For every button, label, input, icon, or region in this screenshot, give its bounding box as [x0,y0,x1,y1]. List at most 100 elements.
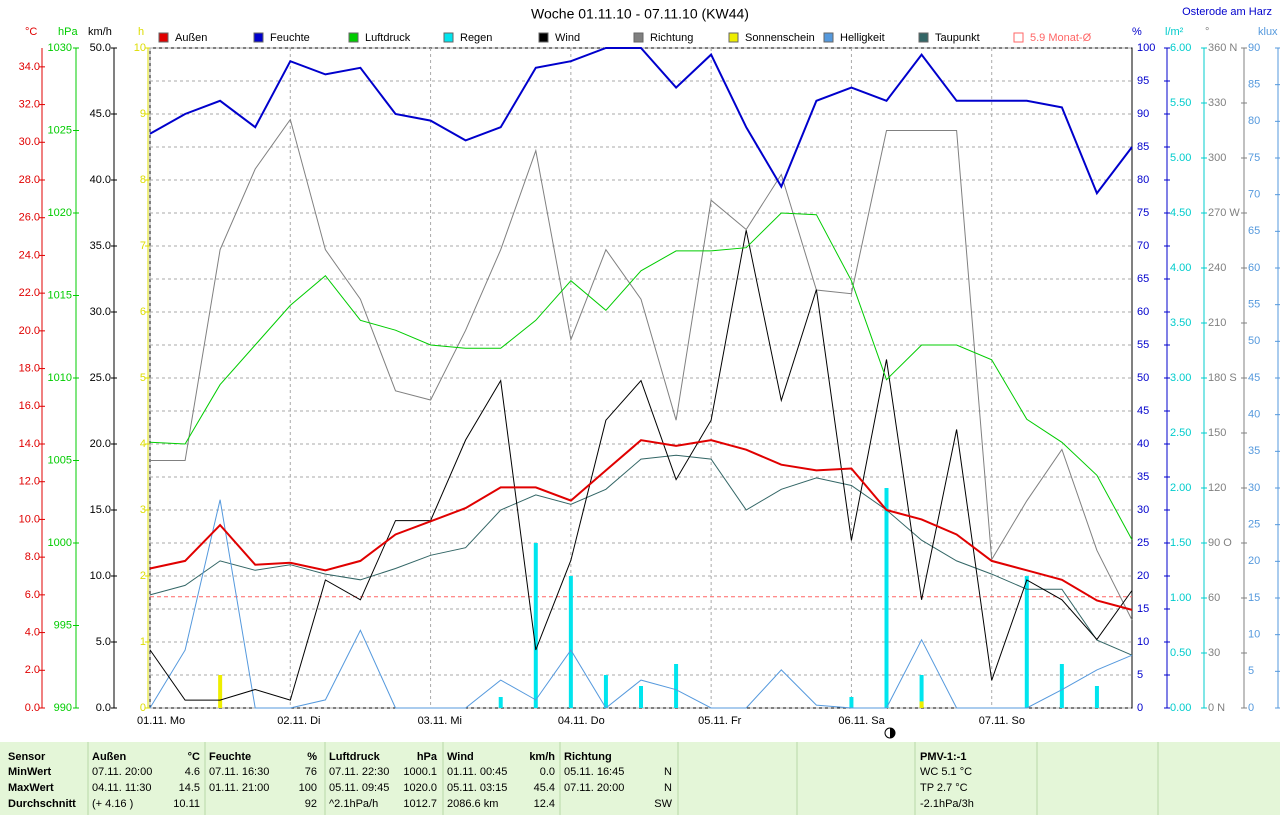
axis-header: h [138,26,144,38]
x-tick-label: 06.11. Sa [838,715,885,727]
y-tick-label: 150 [1208,427,1226,439]
legend-marker [253,32,264,43]
y-tick-label: 90 [1137,108,1149,120]
y-tick-label: 80 [1248,115,1260,127]
y-tick-label: 20.0 [90,438,111,450]
y-tick-label: 70 [1248,189,1260,201]
y-tick-label: 210 [1208,317,1226,329]
x-tick-label: 02.11. Di [277,715,320,727]
legend-marker [633,32,644,43]
series-line [150,118,1133,621]
y-tick-label: 14.0 [19,438,40,450]
y-tick-label: 10 [1137,636,1149,648]
bar [919,675,924,708]
bar [603,675,608,708]
y-tick-label: 65 [1137,273,1149,285]
y-tick-label: 80 [1137,174,1149,186]
legend-label: Feuchte [270,32,310,44]
table-cell: 01.11. 00:45 [447,766,507,778]
table-cell: 2086.6 km [447,798,498,810]
stats-table [0,742,1280,815]
table-cell: 01.11. 21:00 [209,782,269,794]
y-tick-label: 55 [1248,299,1260,311]
y-tick-label: 50 [1137,372,1149,384]
y-tick-label: 300 [1208,152,1226,164]
y-tick-label: 90 [1248,42,1260,54]
y-tick-label: 5 [1137,669,1143,681]
table-cell: 05.11. 03:15 [447,782,507,794]
legend-label: 5.9 Monat-Ø [1030,32,1092,44]
axis-header: l/m² [1165,26,1184,38]
table-cell: 76 [305,766,317,778]
legend-marker [918,32,929,43]
table-cell: 0.0 [540,766,555,778]
y-tick-label: 8.0 [25,551,40,563]
y-tick-label: 3.50 [1170,317,1191,329]
y-tick-label: 24.0 [19,249,40,261]
y-tick-label: 90 O [1208,537,1232,549]
y-tick-label: 15 [1137,603,1149,615]
legend-label: Luftdruck [365,32,411,44]
y-tick-label: 0 N [1208,702,1225,714]
y-tick-label: 1 [140,636,146,648]
legend-marker [538,32,549,43]
y-tick-label: 45 [1137,405,1149,417]
y-tick-label: 15 [1248,592,1260,604]
y-tick-label: 1.50 [1170,537,1191,549]
y-tick-label: 75 [1137,207,1149,219]
y-tick-label: 2 [140,570,146,582]
table-cell: 45.4 [534,782,555,794]
legend-label: Taupunkt [935,32,980,44]
table-cell: 07.11. 22:30 [329,766,389,778]
column-title: PMV-1:-1 [920,751,966,763]
table-cell: 05.11. 09:45 [329,782,389,794]
y-tick-label: 0 [140,702,146,714]
legend-label: Sonnenschein [745,32,815,44]
y-tick-label: 6.00 [1170,42,1191,54]
y-tick-label: 3 [140,504,146,516]
y-tick-label: 10.0 [90,570,111,582]
bar [1059,664,1064,708]
y-tick-label: 30 [1208,647,1220,659]
series-line [149,47,1133,196]
legend-label: Regen [460,32,492,44]
bar [568,576,573,708]
y-tick-label: 35 [1248,445,1260,457]
table-cell: 04.11. 11:30 [92,782,152,794]
y-tick-label: 120 [1208,482,1226,494]
y-tick-label: 10 [134,42,146,54]
sun-icon-half [890,728,895,738]
y-tick-label: 60 [1248,262,1260,274]
y-tick-label: 16.0 [19,400,40,412]
table-cell: 07.11. 20:00 [564,782,624,794]
y-tick-label: 40 [1137,438,1149,450]
y-tick-label: 1015 [48,289,72,301]
y-tick-label: 50.0 [90,42,111,54]
y-tick-label: 85 [1248,79,1260,91]
legend-marker [348,32,359,43]
y-tick-label: 330 [1208,97,1226,109]
y-tick-label: 2.00 [1170,482,1191,494]
y-tick-label: 1000 [48,537,72,549]
y-tick-label: 4.50 [1170,207,1191,219]
bar [674,664,679,708]
row-label: Durchschnitt [8,798,76,810]
y-tick-label: 22.0 [19,287,40,299]
y-tick-label: 25 [1137,537,1149,549]
axis-header: hPa [58,26,78,38]
table-cell: 07.11. 20:00 [92,766,152,778]
series-line [149,439,1133,611]
y-tick-label: 3.00 [1170,372,1191,384]
row-label: Sensor [8,751,46,763]
y-tick-label: 5.00 [1170,152,1191,164]
y-tick-label: 5 [140,372,146,384]
y-tick-label: 6.0 [25,589,40,601]
y-tick-label: 20 [1137,570,1149,582]
y-tick-label: 70 [1137,240,1149,252]
y-tick-label: 85 [1137,141,1149,153]
chart-title: Woche 01.11.10 - 07.11.10 (KW44) [531,6,749,22]
table-cell: -2.1hPa/3h [920,798,974,810]
y-tick-label: 180 S [1208,372,1237,384]
table-cell: 100 [299,782,317,794]
